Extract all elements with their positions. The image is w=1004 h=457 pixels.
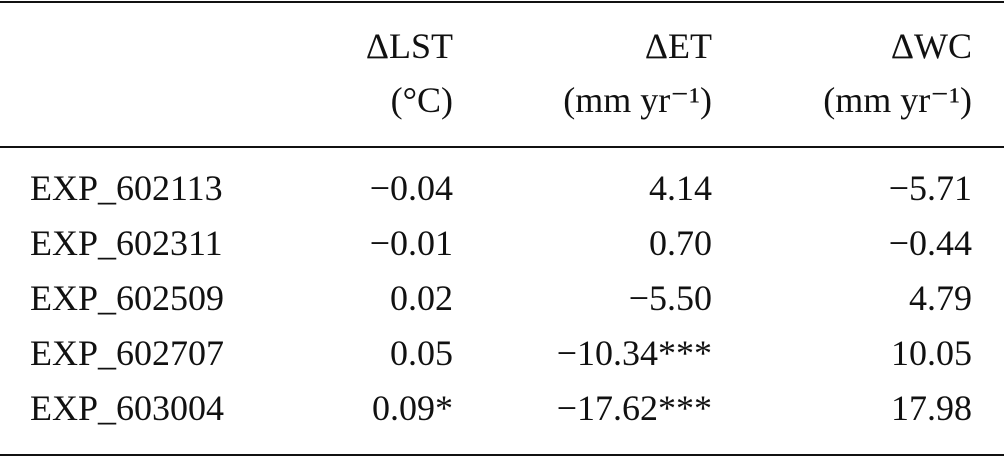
cell: 0.70 — [649, 223, 712, 263]
cell: 4.79 — [909, 278, 972, 318]
cell: 0.05 — [390, 333, 453, 373]
column-unit: (mm yr⁻¹) — [563, 80, 712, 120]
column-header: ΔLST — [366, 26, 453, 66]
column-unit: (mm yr⁻¹) — [823, 80, 972, 120]
column-header: ΔET — [645, 26, 712, 66]
row-label: EXP_602509 — [30, 278, 224, 318]
cell: 0.02 — [390, 278, 453, 318]
row-label: EXP_603004 — [30, 388, 224, 428]
cell: 10.05 — [891, 333, 972, 373]
cell: −0.04 — [370, 168, 453, 208]
cell: −17.62*** — [557, 388, 712, 428]
cell: −0.01 — [370, 223, 453, 263]
column-header: ΔWC — [891, 26, 972, 66]
cell: −5.71 — [889, 168, 972, 208]
cell: 0.09* — [372, 388, 453, 428]
cell: −5.50 — [629, 278, 712, 318]
cell: −0.44 — [889, 223, 972, 263]
cell: 17.98 — [891, 388, 972, 428]
column-unit: (°C) — [391, 80, 453, 120]
cell: 4.14 — [649, 168, 712, 208]
row-label: EXP_602113 — [30, 168, 223, 208]
cell: −10.34*** — [557, 333, 712, 373]
row-label: EXP_602311 — [30, 223, 223, 263]
row-label: EXP_602707 — [30, 333, 224, 373]
